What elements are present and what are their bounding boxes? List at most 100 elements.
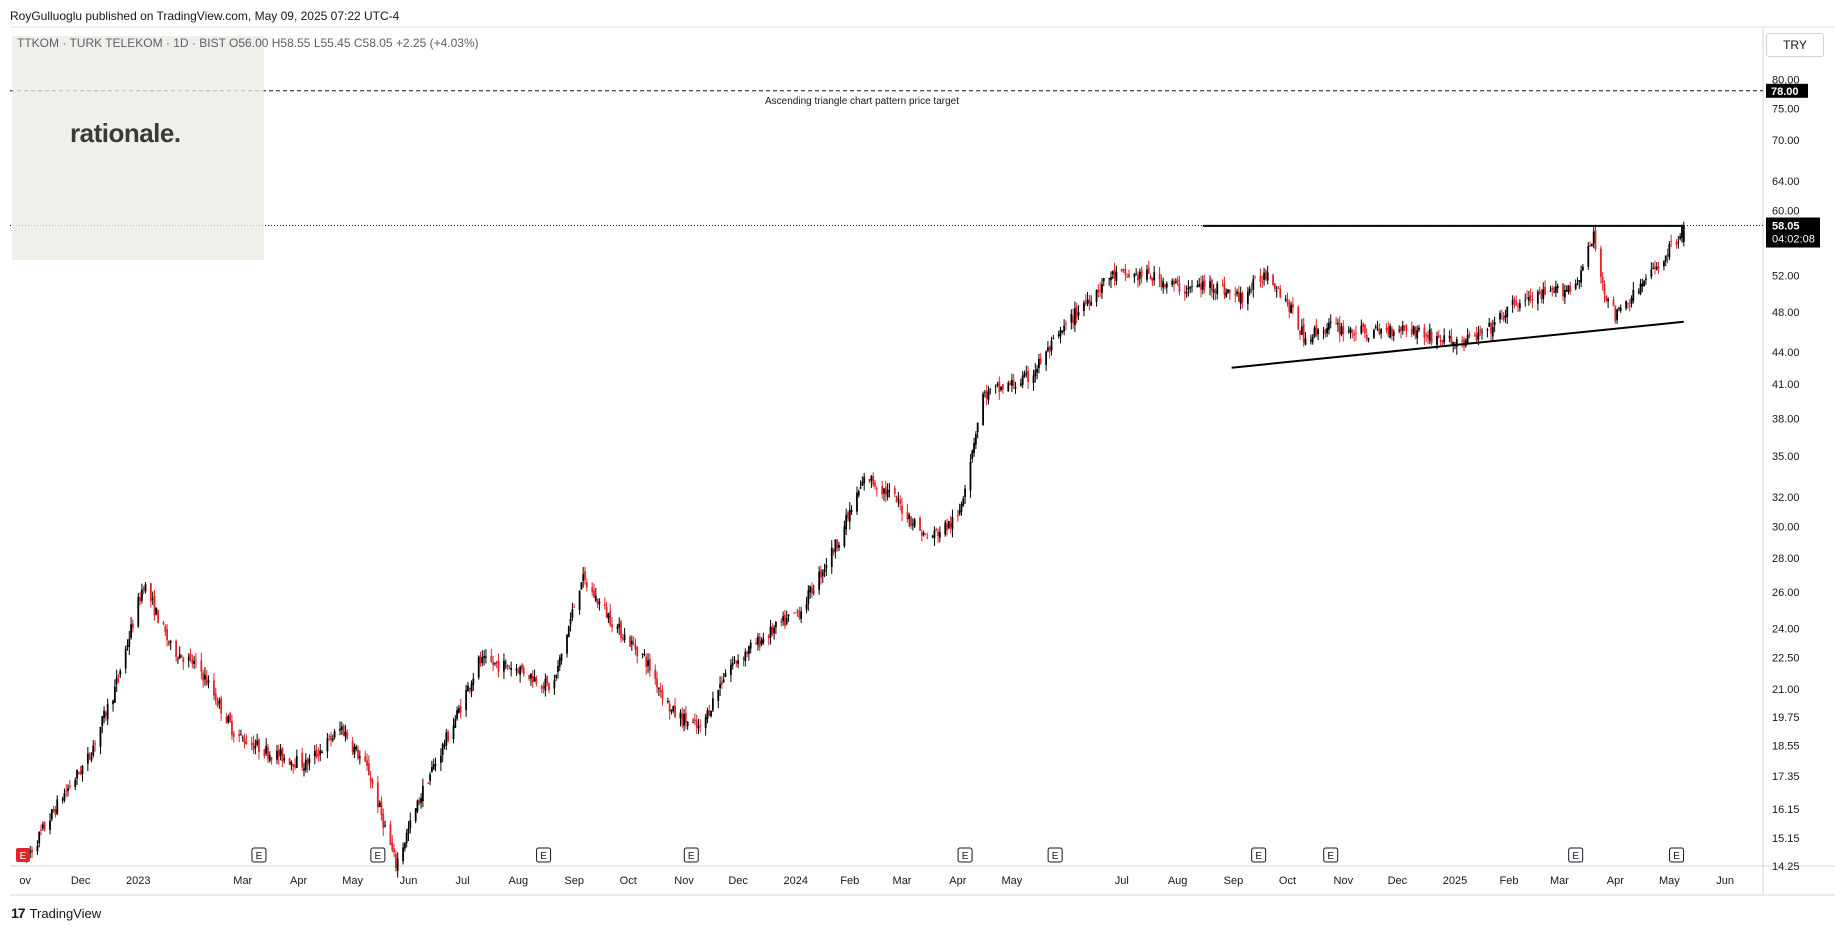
candle-body xyxy=(582,573,585,582)
candle-body xyxy=(467,685,469,692)
candle-body xyxy=(832,549,835,553)
candle-body xyxy=(998,381,1001,392)
candle-body xyxy=(861,482,864,486)
candle-body xyxy=(596,598,599,605)
earnings-markers: E E E E E E E E E EE xyxy=(16,847,1685,863)
candle-body xyxy=(989,388,992,390)
earnings-marker-box xyxy=(1323,847,1339,863)
candle-body xyxy=(1670,241,1673,243)
candle-body xyxy=(1556,286,1559,289)
candle-body xyxy=(1567,285,1570,293)
candle-body xyxy=(1196,285,1199,288)
candle-body xyxy=(1351,330,1354,333)
earnings-marker-box xyxy=(251,847,267,863)
candle-body xyxy=(492,661,495,665)
candle-body xyxy=(947,521,950,529)
candle-body xyxy=(1133,273,1136,278)
currency-selector[interactable]: TRY xyxy=(1766,33,1824,57)
candle-body xyxy=(391,842,394,850)
candle-body xyxy=(1200,283,1202,290)
trendline-drawings[interactable]: Ascending triangle chart pattern price t… xyxy=(10,90,1763,369)
candle-body xyxy=(1212,289,1215,293)
watermark-panel xyxy=(12,36,264,260)
candle-body xyxy=(279,749,282,756)
candle-body xyxy=(227,715,230,723)
candle-body xyxy=(872,476,875,485)
candle-body xyxy=(1450,336,1453,344)
candle-body xyxy=(1500,315,1503,317)
candle-body xyxy=(1234,294,1237,296)
candle-body xyxy=(155,607,158,615)
candle-body xyxy=(1329,321,1332,323)
time-axis[interactable]: ov Dec 2023 Mar Apr May Jun Jul Aug Sep Oct Nov Dec 2… xyxy=(19,875,1734,887)
time-tick-label: Apr xyxy=(949,875,966,887)
candle-body xyxy=(1198,284,1201,287)
candle-body xyxy=(1490,322,1492,334)
candle-body xyxy=(578,590,581,611)
candle-body xyxy=(1365,334,1368,339)
candle-body xyxy=(1504,315,1507,318)
time-tick-label: ov xyxy=(19,875,31,887)
candle-body xyxy=(1027,370,1030,383)
candle-body xyxy=(357,749,359,759)
candle-body xyxy=(926,537,929,539)
earnings-marker-box xyxy=(1251,847,1267,863)
candle-body xyxy=(1061,330,1064,333)
time-tick-label: May xyxy=(1659,875,1680,887)
candle-body xyxy=(573,606,576,608)
candle-body xyxy=(1108,278,1111,279)
candle-body xyxy=(459,706,462,713)
tradingview-brand[interactable]: 17 TradingView xyxy=(11,905,101,921)
candle-body xyxy=(870,475,873,481)
candle-body xyxy=(1551,288,1554,290)
candle-body xyxy=(1436,335,1438,345)
candle-body xyxy=(1594,230,1597,250)
candle-body xyxy=(1538,292,1541,293)
candle-body xyxy=(1637,291,1640,293)
candle-body xyxy=(1562,283,1564,297)
candle-body xyxy=(1389,325,1392,338)
candle-body xyxy=(1414,326,1417,337)
candle-body xyxy=(611,624,613,628)
candle-body xyxy=(238,733,241,737)
candle-body xyxy=(1499,312,1501,320)
earnings-marker-letter: E xyxy=(20,851,27,862)
candle-body xyxy=(1491,326,1494,337)
candle-body xyxy=(119,670,122,675)
candle-body xyxy=(584,571,586,580)
ohlc-change: +2.25 (+4.03%) xyxy=(395,36,479,50)
symbol-legend[interactable]: TTKOM · TURK TELEKOM · 1D · BIST O56.00 … xyxy=(17,36,479,50)
candle-body xyxy=(1216,283,1219,295)
candle-body xyxy=(1113,269,1116,279)
candle-body xyxy=(1515,300,1518,306)
candle-body xyxy=(1126,276,1129,278)
candle-body xyxy=(1272,274,1274,285)
candle-body xyxy=(317,754,320,757)
candle-body xyxy=(704,717,707,729)
candle-body xyxy=(605,606,608,618)
candle-body xyxy=(1452,341,1455,347)
candle-body xyxy=(333,731,336,738)
candle-body xyxy=(1209,281,1211,289)
candle-body xyxy=(1428,329,1431,341)
candle-body xyxy=(67,788,69,791)
price-axis[interactable]: 80.00 75.00 70.00 64.00 60.00 52.00 48.00 44.00… xyxy=(1772,74,1800,873)
time-tick-label: Mar xyxy=(233,875,252,887)
candle-body xyxy=(241,737,244,738)
earnings-marker-box xyxy=(16,848,30,862)
candle-body xyxy=(1019,383,1022,386)
candle-body xyxy=(204,674,206,680)
candle-body xyxy=(1410,329,1413,334)
earnings-marker-letter: E xyxy=(688,851,695,862)
candle-body xyxy=(719,683,721,689)
candle-body xyxy=(670,709,673,712)
candle-body xyxy=(629,636,631,647)
support-trendline[interactable] xyxy=(1231,320,1684,369)
candle-body xyxy=(1286,300,1289,304)
price-tick-label: 26.00 xyxy=(1772,587,1800,599)
candle-body xyxy=(164,626,167,633)
candle-body xyxy=(863,476,866,484)
symbol-title[interactable]: TTKOM · TURK TELEKOM · 1D · BIST xyxy=(17,36,226,50)
candle-body xyxy=(142,588,145,590)
